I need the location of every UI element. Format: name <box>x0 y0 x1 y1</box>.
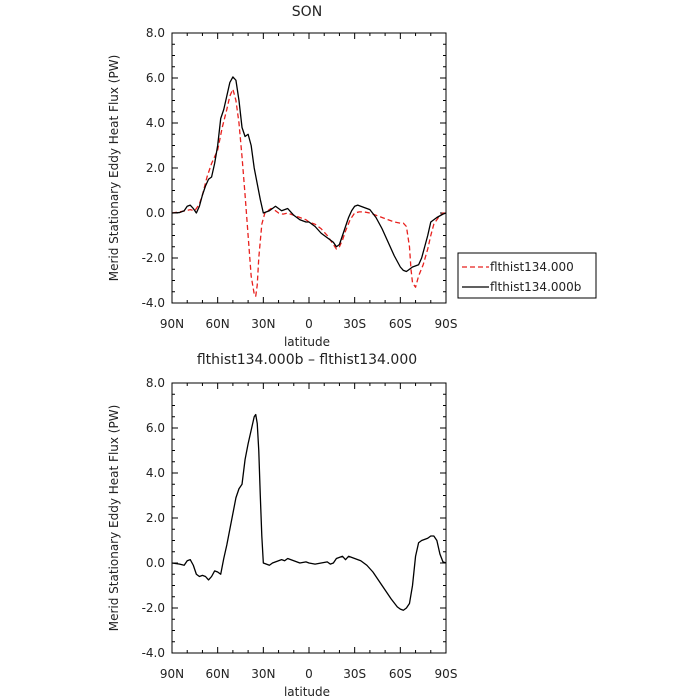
top-x-tick-label: 0 <box>305 317 313 331</box>
top-panel: SON Merid Stationary Eddy Heat Flux (PW)… <box>107 4 597 349</box>
bottom-panel: flthist134.000b – flthist134.000 Merid S… <box>107 352 457 699</box>
bottom-series-line-difference <box>171 413 447 611</box>
top-series-line-flthist134-000 <box>171 88 446 297</box>
legend-box <box>457 252 597 299</box>
top-series-line-flthist134-000b <box>171 76 447 273</box>
legend-entry-2: flthist134.000b <box>462 280 581 294</box>
legend: flthist134.000 flthist134.000b <box>457 252 597 299</box>
bottom-x-tick-label: 30N <box>251 667 275 681</box>
legend-label-2: flthist134.000b <box>490 280 581 294</box>
legend-label-1: flthist134.000 <box>490 260 574 274</box>
top-x-tick-label: 30N <box>251 317 275 331</box>
bottom-x-tick-label: 0 <box>305 667 313 681</box>
bottom-y-tick-label: 4.0 <box>146 466 165 480</box>
top-y-tick-label: 6.0 <box>146 71 165 85</box>
bottom-y-tick-label: 6.0 <box>146 421 165 435</box>
legend-entry-1: flthist134.000 <box>462 260 574 274</box>
bottom-chart-title: flthist134.000b – flthist134.000 <box>197 352 417 368</box>
bottom-y-tick-label: 2.0 <box>146 511 165 525</box>
bottom-x-axis-label: latitude <box>284 685 330 699</box>
top-y-axis-label: Merid Stationary Eddy Heat Flux (PW) <box>107 55 121 282</box>
top-y-tick-label: -4.0 <box>142 296 165 310</box>
top-x-tick-label: 90N <box>160 317 184 331</box>
top-plot-frame <box>171 32 447 304</box>
top-y-tick-label: 2.0 <box>146 161 165 175</box>
top-y-tick-label: -2.0 <box>142 251 165 265</box>
bottom-plot-frame <box>171 382 447 654</box>
bottom-x-tick-label: 60N <box>206 667 230 681</box>
top-y-tick-label: 8.0 <box>146 26 165 40</box>
bottom-y-tick-label: -4.0 <box>142 646 165 660</box>
top-y-tick-label: 0.0 <box>146 206 165 220</box>
top-plot-area: 90N 60N 30N 0 30S 60S 90S -4.0 -2.0 0.0 2.0 4.0 6.0 8… <box>142 26 458 331</box>
top-x-tick-label: 60S <box>389 317 412 331</box>
bottom-y-tick-label: 8.0 <box>146 376 165 390</box>
bottom-y-tick-label: 0.0 <box>146 556 165 570</box>
bottom-x-tick-label: 90S <box>435 667 458 681</box>
bottom-x-tick-label: 60S <box>389 667 412 681</box>
bottom-y-tick-label: -2.0 <box>142 601 165 615</box>
top-x-tick-label: 30S <box>343 317 366 331</box>
top-x-tick-label: 60N <box>206 317 230 331</box>
bottom-y-axis-label: Merid Stationary Eddy Heat Flux (PW) <box>107 405 121 632</box>
bottom-plot-area: 90N 60N 30N 0 30S 60S 90S -4.0 -2.0 0.0 2.0 4.0 6.0 8… <box>142 376 458 681</box>
top-x-tick-label: 90S <box>435 317 458 331</box>
top-y-tick-label: 4.0 <box>146 116 165 130</box>
bottom-x-tick-label: 90N <box>160 667 184 681</box>
bottom-x-tick-label: 30S <box>343 667 366 681</box>
top-chart-title: SON <box>292 4 322 20</box>
top-x-axis-label: latitude <box>284 335 330 349</box>
